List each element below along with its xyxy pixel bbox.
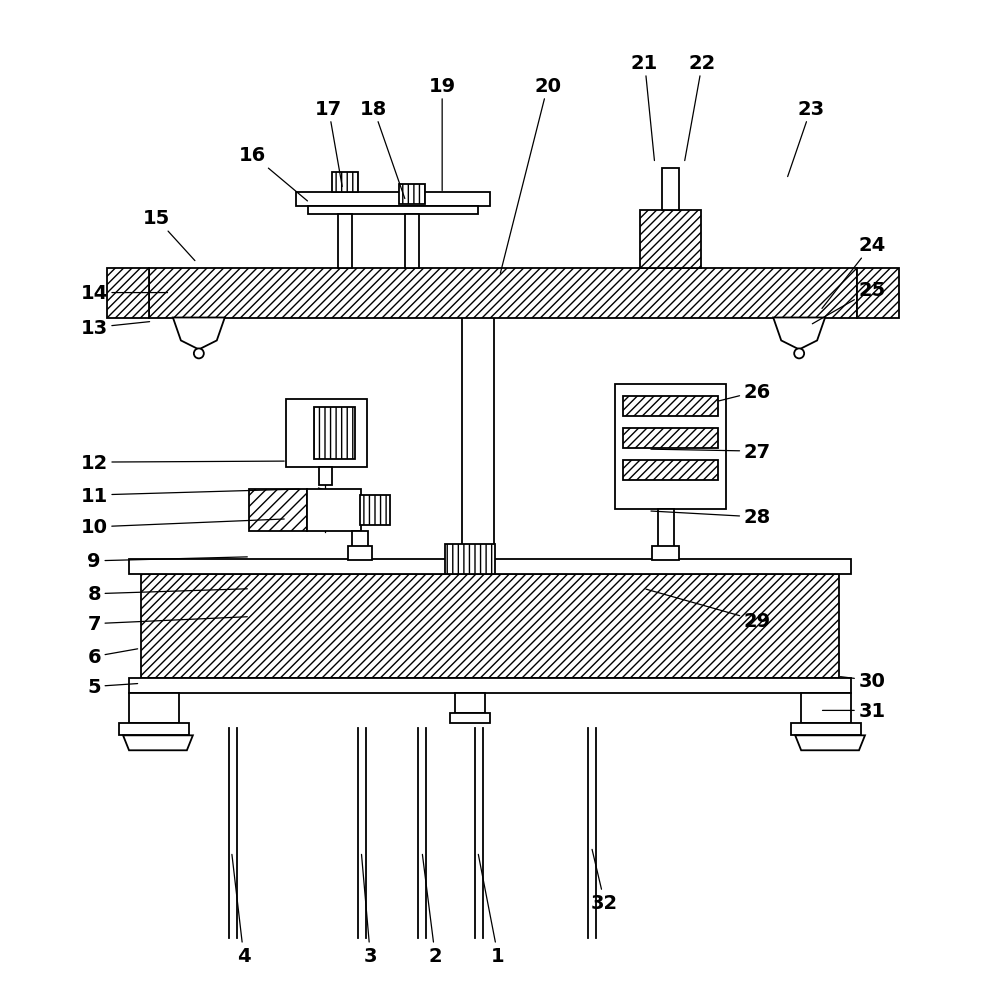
Text: 20: 20: [500, 77, 561, 274]
Text: 10: 10: [81, 518, 284, 537]
Bar: [360, 495, 390, 526]
Text: 31: 31: [822, 701, 886, 721]
Text: 13: 13: [81, 319, 150, 338]
Bar: [352, 532, 368, 560]
Bar: [640, 211, 701, 268]
Bar: [652, 547, 679, 561]
Bar: [662, 169, 679, 211]
Bar: [791, 724, 861, 736]
Bar: [307, 489, 361, 532]
Bar: [338, 215, 352, 268]
Text: 26: 26: [719, 383, 771, 402]
Text: 14: 14: [81, 283, 168, 303]
Bar: [462, 285, 494, 560]
Text: 21: 21: [631, 54, 658, 161]
Polygon shape: [795, 736, 865, 750]
Bar: [129, 694, 179, 724]
Text: 28: 28: [651, 508, 771, 527]
Text: 3: 3: [362, 855, 377, 965]
Text: 19: 19: [429, 77, 456, 191]
Polygon shape: [173, 318, 225, 350]
Circle shape: [794, 349, 804, 359]
Text: 23: 23: [788, 99, 825, 177]
Text: 27: 27: [651, 442, 771, 461]
Bar: [286, 400, 367, 467]
Text: 29: 29: [646, 589, 771, 630]
Polygon shape: [773, 318, 825, 350]
Bar: [249, 489, 307, 532]
Text: 24: 24: [822, 236, 886, 309]
Bar: [445, 545, 495, 575]
Text: 11: 11: [81, 486, 299, 505]
Circle shape: [194, 349, 204, 359]
Bar: [107, 268, 149, 318]
Text: 2: 2: [422, 855, 442, 965]
Text: 5: 5: [87, 677, 138, 696]
Bar: [129, 560, 851, 575]
Bar: [296, 193, 490, 207]
Bar: [623, 397, 718, 416]
Bar: [455, 694, 485, 714]
Bar: [119, 724, 189, 736]
Bar: [314, 408, 355, 459]
Bar: [129, 679, 851, 694]
Bar: [857, 268, 899, 318]
Bar: [658, 510, 674, 560]
Bar: [141, 575, 839, 679]
Text: 17: 17: [315, 99, 342, 187]
Bar: [615, 385, 726, 510]
Text: 9: 9: [87, 552, 247, 571]
Bar: [450, 714, 490, 724]
Text: 8: 8: [87, 584, 247, 603]
Text: 32: 32: [591, 850, 618, 912]
Bar: [348, 547, 372, 561]
Text: 1: 1: [478, 855, 505, 965]
Text: 22: 22: [685, 54, 716, 161]
Text: 30: 30: [840, 671, 885, 690]
Bar: [405, 215, 419, 268]
Bar: [623, 428, 718, 448]
Bar: [332, 173, 358, 193]
Text: 4: 4: [232, 855, 251, 965]
Bar: [319, 467, 332, 485]
Bar: [149, 268, 857, 318]
Bar: [623, 460, 718, 480]
Text: 6: 6: [87, 647, 138, 666]
Bar: [801, 694, 851, 724]
Text: 25: 25: [812, 280, 886, 324]
Polygon shape: [123, 736, 193, 750]
Text: 15: 15: [142, 209, 195, 261]
Text: 18: 18: [360, 99, 405, 200]
Bar: [399, 185, 425, 205]
Bar: [308, 207, 478, 215]
Text: 16: 16: [239, 146, 307, 202]
Text: 12: 12: [81, 453, 284, 472]
Text: 7: 7: [87, 614, 247, 633]
